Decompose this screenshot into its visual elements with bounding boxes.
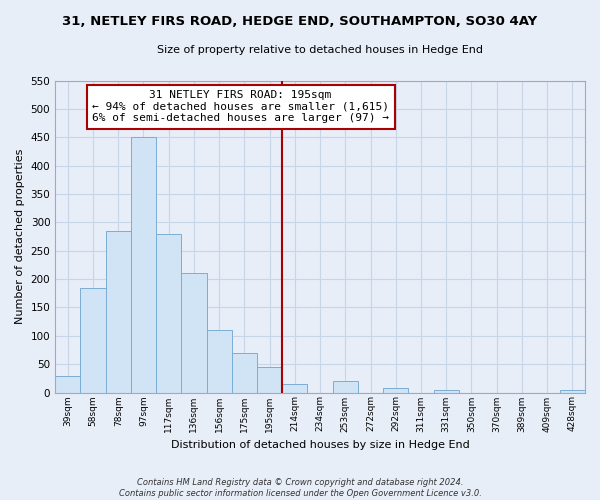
X-axis label: Distribution of detached houses by size in Hedge End: Distribution of detached houses by size … [171, 440, 469, 450]
Bar [560, 390, 585, 392]
Bar [282, 384, 307, 392]
Bar [80, 288, 106, 393]
Text: 31, NETLEY FIRS ROAD, HEDGE END, SOUTHAMPTON, SO30 4AY: 31, NETLEY FIRS ROAD, HEDGE END, SOUTHAM… [62, 15, 538, 28]
Bar [106, 231, 131, 392]
Text: 31 NETLEY FIRS ROAD: 195sqm
← 94% of detached houses are smaller (1,615)
6% of s: 31 NETLEY FIRS ROAD: 195sqm ← 94% of det… [92, 90, 389, 124]
Bar [257, 367, 282, 392]
Bar [434, 390, 459, 392]
Bar [383, 388, 409, 392]
Bar [232, 353, 257, 393]
Title: Size of property relative to detached houses in Hedge End: Size of property relative to detached ho… [157, 45, 483, 55]
Bar [131, 138, 156, 392]
Bar [181, 274, 206, 392]
Bar [55, 376, 80, 392]
Bar [332, 381, 358, 392]
Y-axis label: Number of detached properties: Number of detached properties [15, 149, 25, 324]
Text: Contains HM Land Registry data © Crown copyright and database right 2024.
Contai: Contains HM Land Registry data © Crown c… [119, 478, 481, 498]
Bar [156, 234, 181, 392]
Bar [206, 330, 232, 392]
